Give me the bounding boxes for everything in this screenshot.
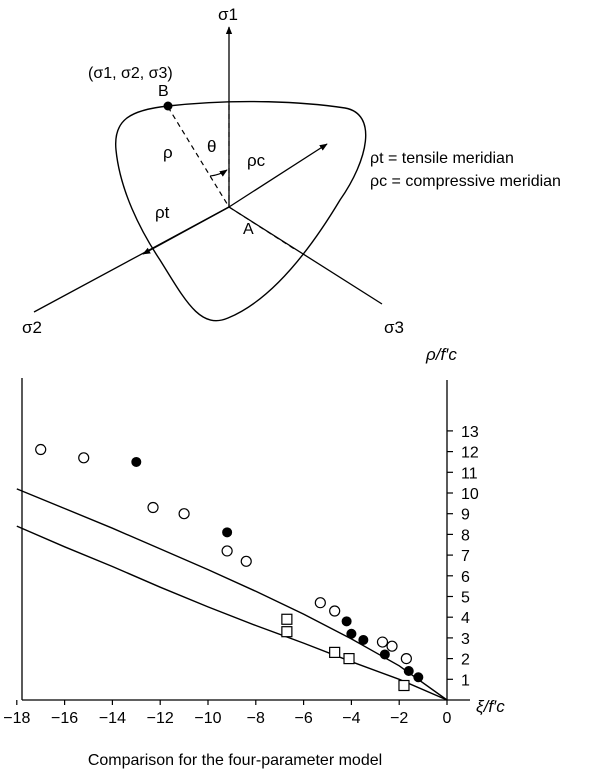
x-tick-label: 0 — [443, 710, 452, 727]
stress-point-label: (σ1, σ2, σ3) — [88, 65, 173, 82]
sigma2-label: σ2 — [22, 318, 42, 337]
y-tick-label: 10 — [461, 486, 479, 503]
y-tick-label: 8 — [461, 527, 470, 544]
rho-c-arrow — [228, 143, 328, 208]
open-circle-point — [376, 636, 389, 648]
theta-label: θ — [207, 137, 216, 156]
x-tick-label: −6 — [294, 710, 312, 727]
open-square-point — [281, 613, 293, 625]
rho-c-label: ρc — [247, 151, 266, 170]
x-tick-label: −2 — [390, 710, 408, 727]
open-circle-point — [35, 443, 47, 456]
filled-circle-point — [413, 672, 424, 683]
y-tick-label: 9 — [461, 507, 470, 524]
filled-circle-point — [379, 649, 390, 660]
rho-t-arrow — [142, 206, 230, 255]
filled-circle-point — [131, 456, 142, 467]
y-tick-label: 13 — [461, 424, 479, 441]
rho-t-label: ρt — [155, 203, 170, 222]
x-tick-label: −16 — [51, 710, 78, 727]
failure-surface-outline — [115, 100, 367, 322]
x-tick-label: −12 — [147, 710, 174, 727]
open-circle-point — [178, 508, 190, 520]
chart-caption: Comparison for the four-parameter model — [88, 752, 382, 769]
sigma1-label: σ1 — [218, 5, 238, 24]
point-B-label: B — [158, 83, 169, 100]
open-circle-point — [386, 640, 398, 652]
filled-circle-point — [358, 634, 369, 645]
dashed-line-B-A — [167, 106, 230, 208]
y-tick-label: 3 — [461, 631, 470, 648]
x-tick-label: −14 — [99, 710, 126, 727]
data-point-group — [35, 443, 424, 692]
meridian-chart: −18 −16 −14 −12 −10 −8 −6 −4 −2 0 123456789101112… — [3, 345, 505, 769]
y-tick-label: 11 — [461, 465, 478, 482]
point-A-label: A — [243, 221, 254, 238]
y-tick-label: 7 — [461, 548, 470, 565]
filled-circle-point — [346, 628, 357, 639]
open-circle-point — [147, 501, 159, 514]
open-circle-point — [240, 555, 252, 567]
x-axis-label: ξ/f′c — [476, 697, 505, 716]
open-square-point — [398, 679, 410, 692]
sigma3-label: σ3 — [384, 318, 404, 337]
x-tick-group: −18 −16 −14 −12 −10 −8 −6 −4 −2 0 — [3, 700, 452, 727]
x-tick-label: −18 — [3, 710, 30, 727]
open-square-point — [329, 646, 341, 658]
open-circle-point — [78, 452, 90, 464]
y-tick-label: 1 — [461, 672, 470, 689]
meridian-curve — [16, 488, 448, 701]
rho-label: ρ — [163, 143, 173, 162]
y-tick-label: 5 — [461, 590, 470, 607]
y-tick-label: 2 — [461, 652, 470, 669]
curve-group — [16, 488, 448, 701]
open-circle-point — [400, 652, 412, 665]
x-tick-label: −10 — [194, 710, 221, 727]
open-circle-point — [329, 605, 341, 617]
legend-compressive: ρc = compressive meridian — [370, 173, 561, 190]
point-B-marker — [163, 101, 173, 111]
open-square-point — [281, 626, 293, 638]
x-tick-label: −4 — [342, 710, 360, 727]
y-tick-label: 4 — [461, 610, 470, 627]
deviatoric-plane-diagram: σ1 (σ1, σ2, σ3) B ρ θ ρc ρt A σ2 σ3 ρt =… — [22, 5, 561, 337]
x-tick-label: −8 — [247, 710, 265, 727]
open-circle-point — [314, 597, 326, 609]
filled-circle-point — [403, 666, 414, 677]
legend-tensile: ρt = tensile meridian — [370, 150, 514, 167]
filled-circle-point — [222, 527, 233, 538]
meridian-curve — [16, 525, 448, 701]
dashed-sigma3-segment — [228, 206, 297, 251]
open-square-point — [343, 652, 355, 665]
open-circle-point — [221, 545, 233, 557]
theta-arc — [209, 169, 228, 177]
y-axis-label: ρ/f′c — [425, 345, 457, 364]
filled-circle-point — [341, 616, 352, 627]
y-tick-label: 12 — [461, 445, 479, 462]
y-tick-label: 6 — [461, 569, 470, 586]
